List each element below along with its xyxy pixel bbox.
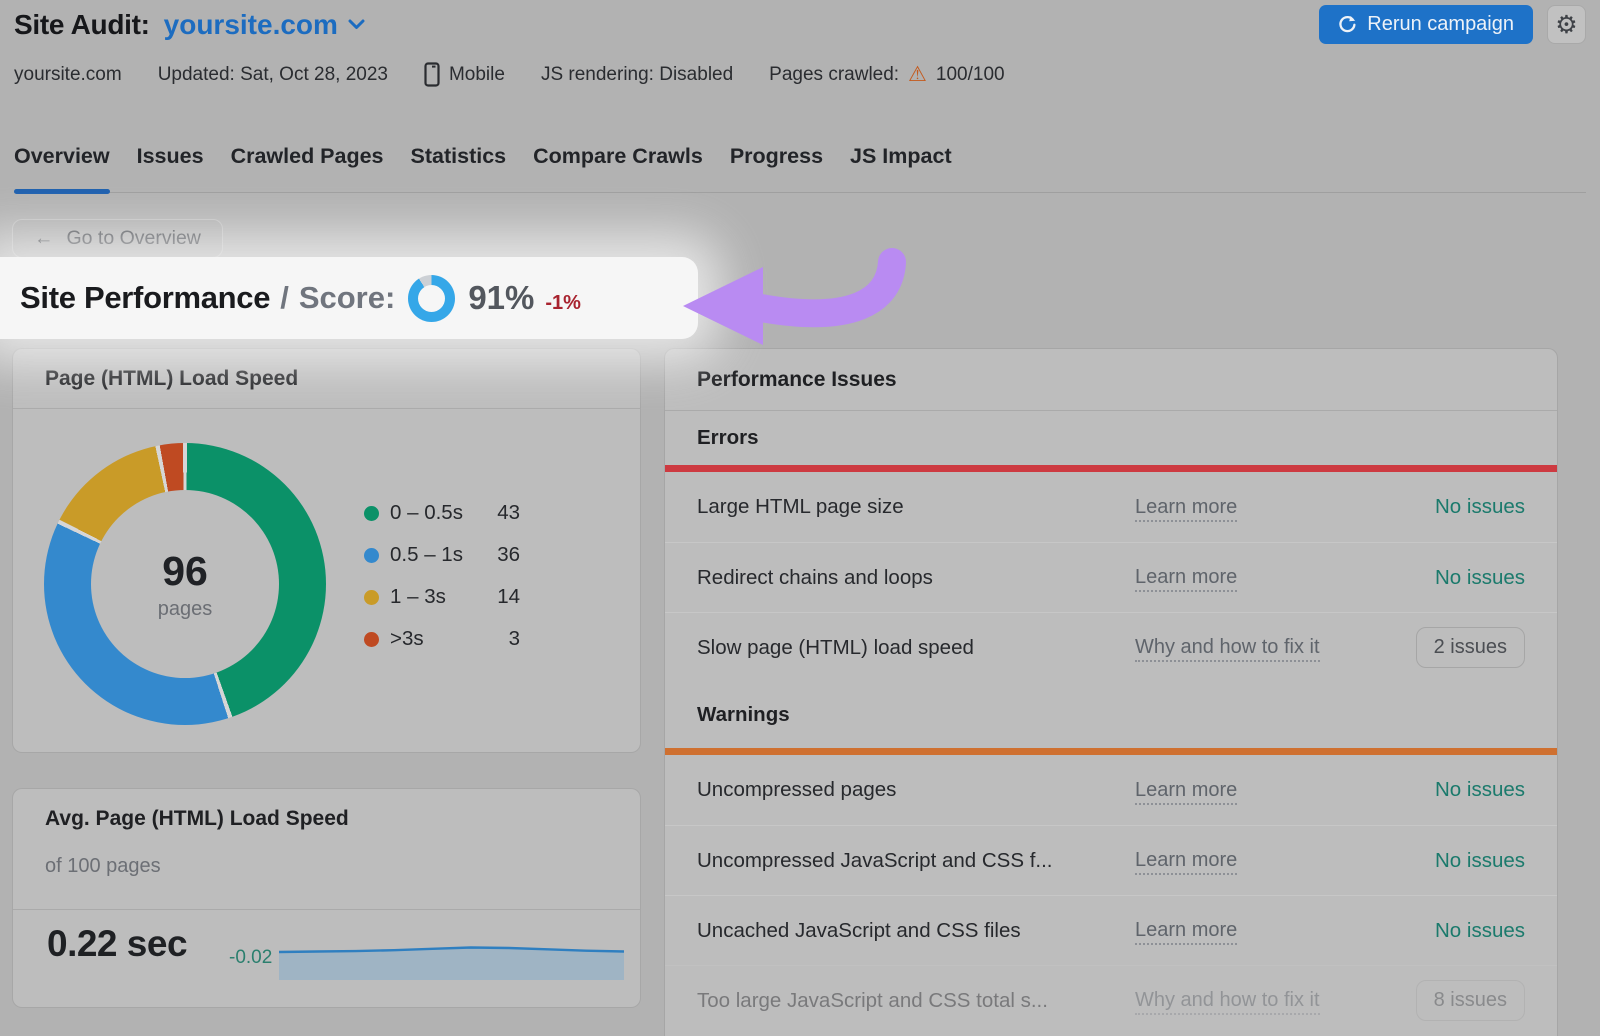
tab-js-impact[interactable]: JS Impact <box>850 144 952 168</box>
avg-speed-sparkline-chart <box>279 946 624 980</box>
campaign-meta: yoursite.com Updated: Sat, Oct 28, 2023 … <box>14 62 1005 87</box>
why-how-to-fix-link[interactable]: Why and how to fix it <box>1135 989 1320 1015</box>
learn-more-link[interactable]: Learn more <box>1135 566 1238 592</box>
refresh-icon <box>1339 15 1356 33</box>
meta-domain: yoursite.com <box>14 63 122 85</box>
learn-more-link[interactable]: Learn more <box>1135 919 1238 945</box>
meta-updated: Updated: Sat, Oct 28, 2023 <box>157 63 388 85</box>
meta-pages-crawled: Pages crawled: ⚠ 100/100 <box>769 63 1005 86</box>
arrow-left-icon: ← <box>34 227 54 249</box>
meta-device: Mobile <box>424 62 505 87</box>
legend-item: 1 – 3s 14 <box>364 585 520 609</box>
learn-more-link[interactable]: Learn more <box>1135 778 1238 805</box>
avg-speed-card: Avg. Page (HTML) Load Speed of 100 pages… <box>12 788 641 1008</box>
score-label: Score: <box>298 280 396 315</box>
status-no-issues: No issues <box>1434 918 1525 942</box>
tab-overview[interactable]: Overview <box>14 144 110 194</box>
legend-item: 0.5 – 1s 36 <box>364 543 520 567</box>
errors-section-title: Errors <box>697 426 759 449</box>
why-how-to-fix-link[interactable]: Why and how to fix it <box>1135 636 1320 662</box>
tab-crawled-pages[interactable]: Crawled Pages <box>230 144 384 168</box>
header-actions: Rerun campaign ⚙ <box>1319 5 1586 44</box>
issue-row: Uncompressed pages Learn more No issues <box>665 755 1557 825</box>
errors-bar <box>665 465 1557 472</box>
issues-count-button[interactable]: 2 issues <box>1415 627 1525 668</box>
header: Site Audit: yoursite.com Rerun campaign … <box>14 5 1586 44</box>
score-donut-chart <box>408 274 456 322</box>
tab-bar: Overview Issues Crawled Pages Statistics… <box>14 144 1586 194</box>
settings-button[interactable]: ⚙ <box>1547 5 1586 44</box>
status-no-issues: No issues <box>1434 495 1525 518</box>
avg-speed-subtitle: of 100 pages <box>45 855 161 877</box>
avg-speed-value: 0.22 sec <box>47 923 188 964</box>
legend-item: >3s 3 <box>364 627 520 651</box>
learn-more-link[interactable]: Learn more <box>1135 495 1238 522</box>
tab-compare-crawls[interactable]: Compare Crawls <box>533 144 703 168</box>
donut-legend: 0 – 0.5s 43 0.5 – 1s 36 1 – 3s 14 >3s 3 <box>364 501 520 651</box>
issue-row: Large HTML page size Learn more No issue… <box>665 472 1557 542</box>
rerun-campaign-label: Rerun campaign <box>1367 13 1514 35</box>
project-name[interactable]: yoursite.com <box>163 8 338 40</box>
chevron-down-icon <box>348 19 365 29</box>
rerun-campaign-button[interactable]: Rerun campaign <box>1319 5 1533 44</box>
load-speed-card: Page (HTML) Load Speed 96 pages 0 – 0.5s… <box>12 348 641 753</box>
score-banner: Site Performance / Score: 91% -1% <box>0 257 698 339</box>
gear-icon: ⚙ <box>1555 10 1578 39</box>
issue-row: Uncached JavaScript and CSS files Learn … <box>665 895 1557 965</box>
tab-issues[interactable]: Issues <box>136 144 204 168</box>
legend-dot-yellow <box>364 589 379 605</box>
issue-row: Uncompressed JavaScript and CSS f... Lea… <box>665 825 1557 895</box>
donut-center-label: 96 pages <box>157 547 213 620</box>
learn-more-link[interactable]: Learn more <box>1135 849 1238 875</box>
warnings-section-title: Warnings <box>697 703 790 726</box>
mobile-icon <box>424 62 440 87</box>
warning-triangle-icon: ⚠ <box>908 63 927 86</box>
issues-card-title: Performance Issues <box>697 367 897 391</box>
legend-item: 0 – 0.5s 43 <box>364 501 520 525</box>
score-delta: -1% <box>545 291 581 314</box>
tab-statistics[interactable]: Statistics <box>410 144 507 168</box>
tab-progress[interactable]: Progress <box>729 144 824 168</box>
legend-dot-green <box>364 505 379 521</box>
issue-row: Slow page (HTML) load speed Why and how … <box>665 612 1557 682</box>
avg-speed-card-title: Avg. Page (HTML) Load Speed <box>45 807 349 830</box>
status-no-issues: No issues <box>1434 565 1525 589</box>
issues-count-button[interactable]: 8 issues <box>1415 980 1525 1021</box>
issue-row: Redirect chains and loops Learn more No … <box>665 542 1557 612</box>
page-title: Site Audit: <box>14 8 150 40</box>
warnings-bar <box>665 748 1557 755</box>
go-to-overview-button[interactable]: ← Go to Overview <box>12 219 223 258</box>
divider <box>13 909 640 910</box>
legend-dot-orange <box>364 631 379 647</box>
performance-issues-card: Performance Issues Errors Large HTML pag… <box>664 348 1558 1036</box>
score-banner-title: Site Performance <box>20 280 271 315</box>
legend-dot-blue <box>364 547 379 563</box>
load-speed-card-title: Page (HTML) Load Speed <box>45 366 299 390</box>
status-no-issues: No issues <box>1434 848 1525 872</box>
avg-speed-delta: -0.02 <box>229 947 273 968</box>
score-value: 91% <box>468 279 535 316</box>
project-selector[interactable]: yoursite.com <box>164 9 365 41</box>
meta-js-rendering: JS rendering: Disabled <box>540 63 734 85</box>
load-speed-donut-chart[interactable] <box>44 443 326 725</box>
status-no-issues: No issues <box>1434 778 1525 801</box>
issue-row: Too large JavaScript and CSS total s... … <box>665 965 1557 1035</box>
score-banner-separator: / <box>280 280 289 315</box>
